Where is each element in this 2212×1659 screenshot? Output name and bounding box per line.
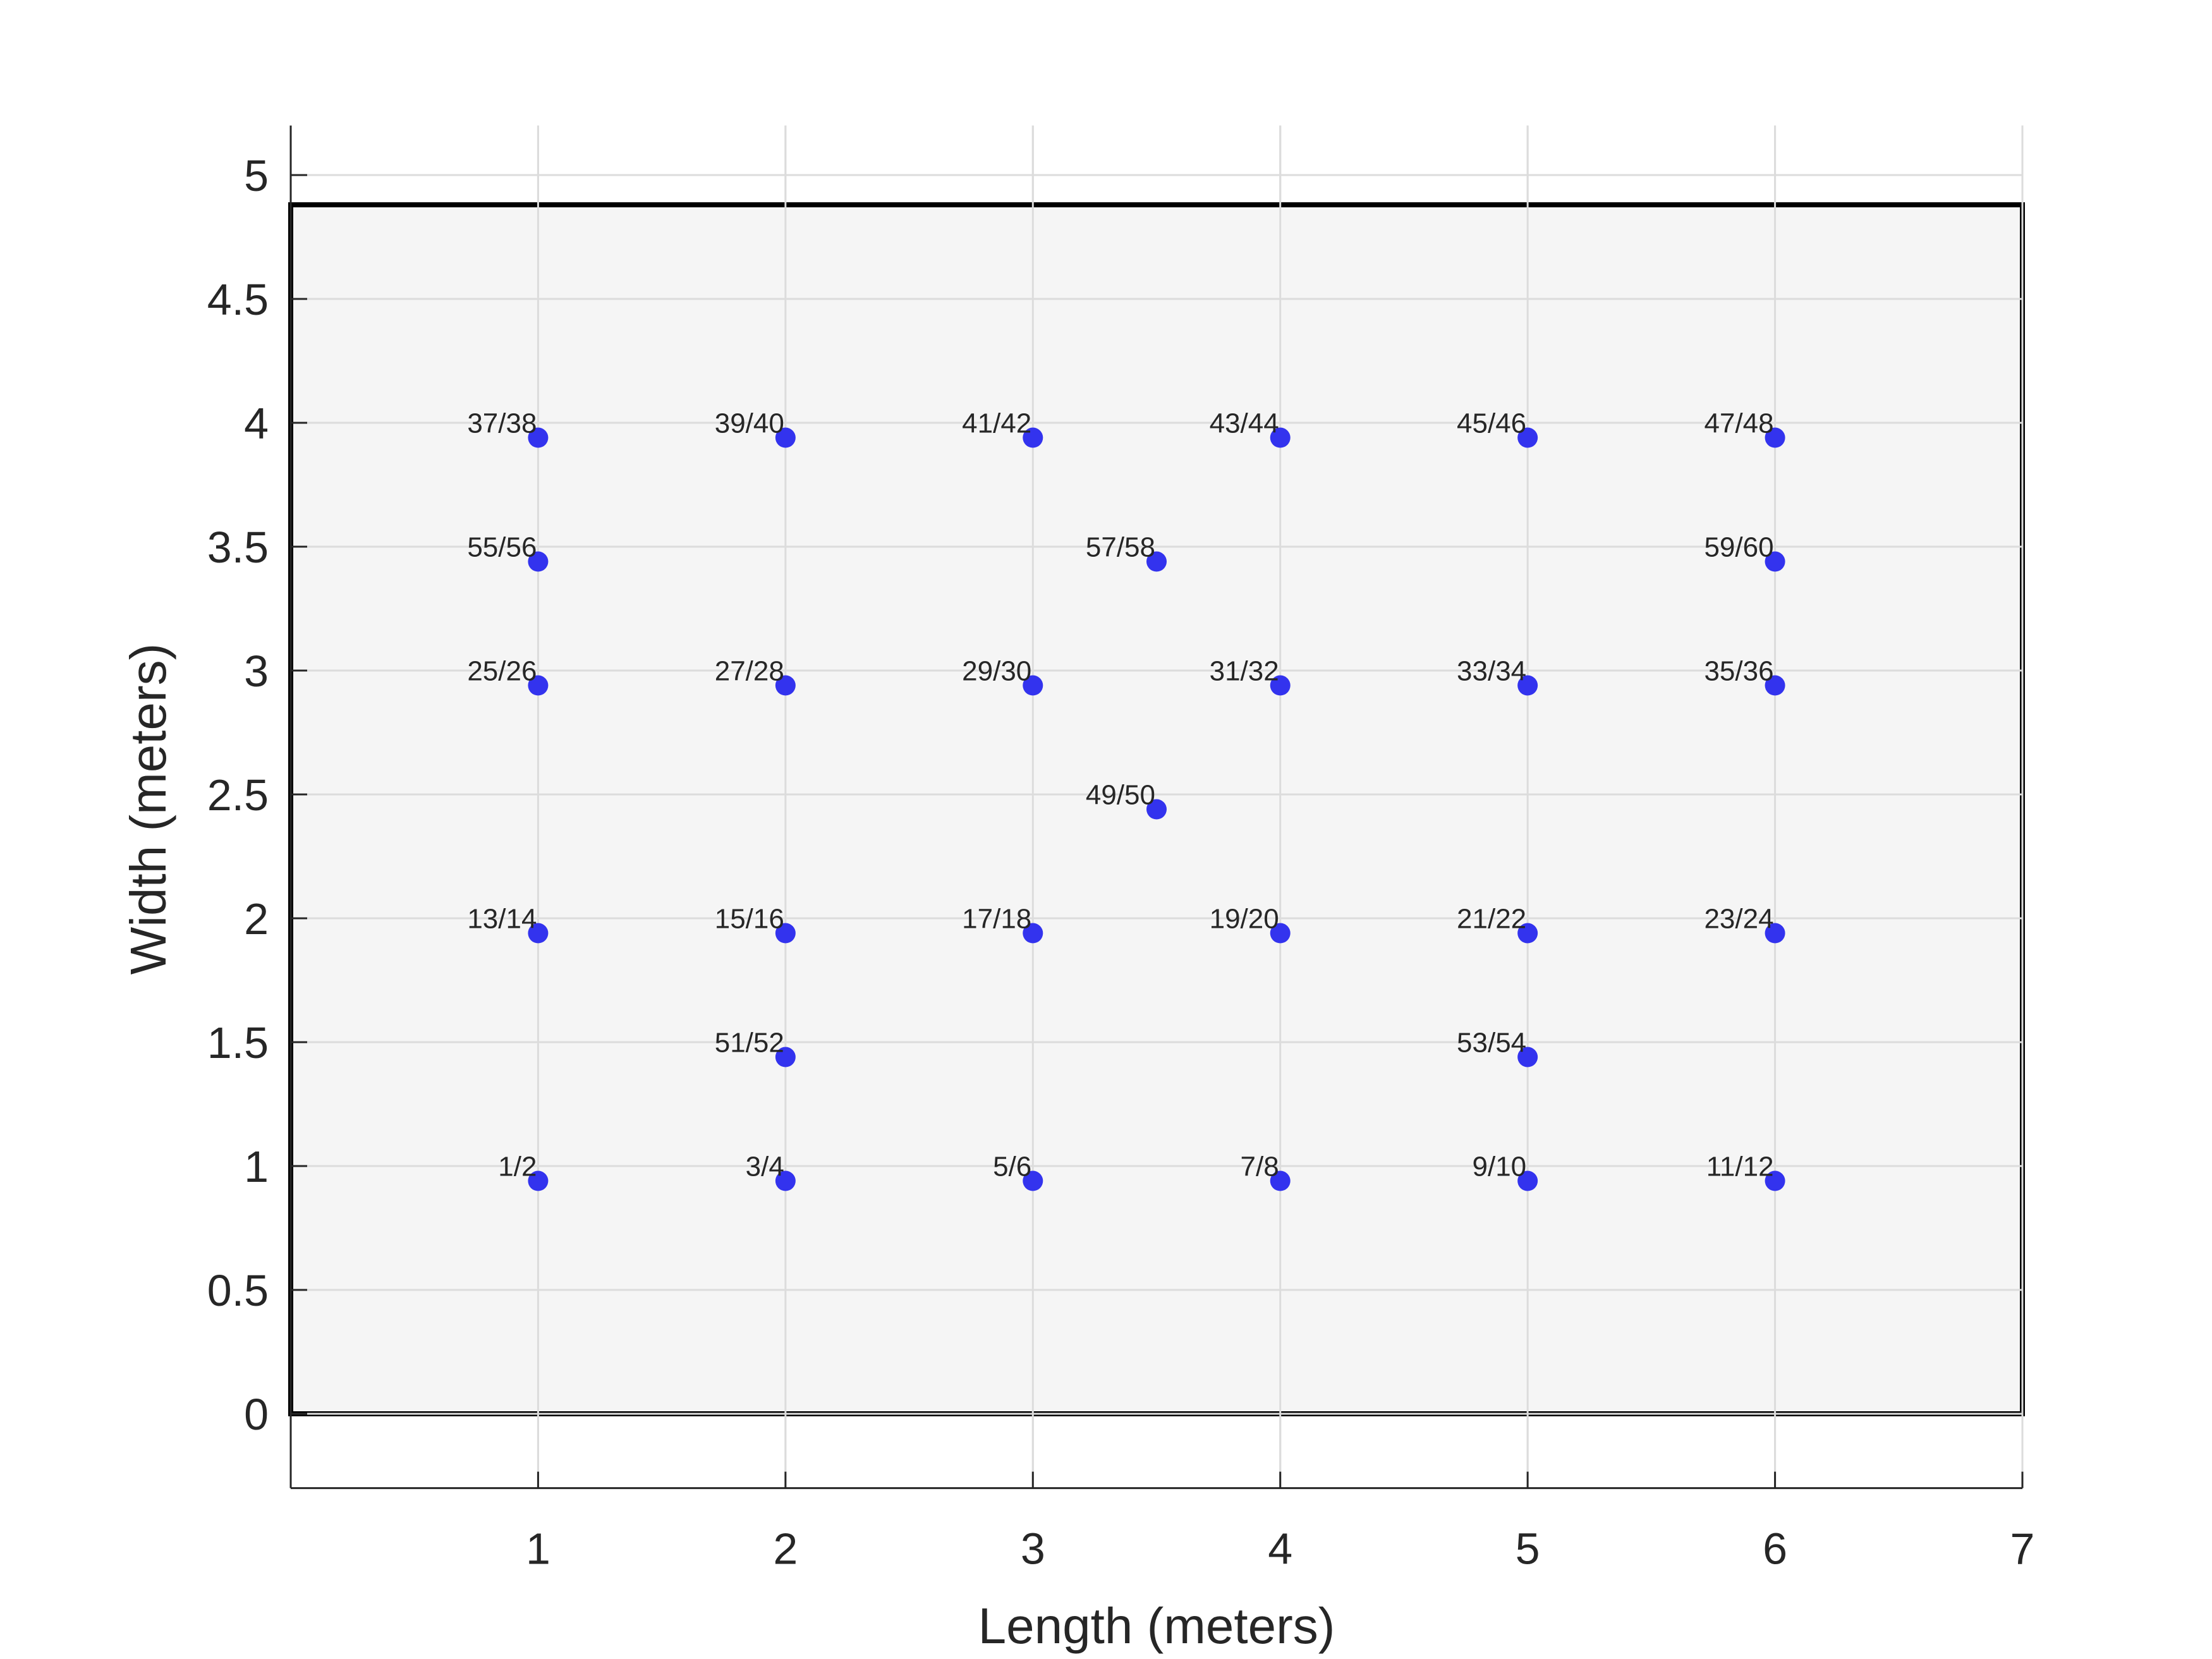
data-point — [1270, 675, 1291, 696]
y-tick-label: 1.5 — [207, 1018, 269, 1067]
point-label: 57/58 — [1086, 532, 1155, 563]
data-point — [1765, 923, 1785, 944]
data-point — [1765, 1170, 1785, 1191]
point-label: 47/48 — [1704, 408, 1773, 439]
y-tick-label: 5 — [244, 151, 269, 200]
data-point — [1765, 675, 1785, 696]
point-label: 25/26 — [467, 656, 537, 687]
point-label: 45/46 — [1457, 408, 1526, 439]
data-point — [528, 427, 549, 448]
tick-labels: 1 2 3 4 5 6 7 0 0.5 1 1.5 2 2.5 3 3.5 4 4.5 5 — [207, 151, 2035, 1574]
data-point — [528, 923, 549, 944]
data-point — [1765, 427, 1785, 448]
x-tick-label: 5 — [1516, 1524, 1540, 1574]
data-point — [1270, 1170, 1291, 1191]
data-point — [1023, 1170, 1043, 1191]
point-label: 33/34 — [1457, 656, 1526, 687]
point-label: 55/56 — [467, 532, 537, 563]
y-tick-label: 2 — [244, 894, 269, 944]
point-label: 17/18 — [962, 904, 1031, 935]
grid-overlay — [291, 125, 2024, 1488]
y-axis-label: Width (meters) — [120, 643, 176, 975]
data-point — [528, 551, 549, 572]
x-tick-label: 4 — [1268, 1524, 1292, 1574]
data-point — [1023, 923, 1043, 944]
point-label: 1/2 — [498, 1152, 537, 1182]
data-point — [528, 1170, 549, 1191]
point-label: 23/24 — [1704, 904, 1773, 935]
data-point — [1517, 427, 1538, 448]
point-label: 31/32 — [1210, 656, 1279, 687]
point-labels: 1/2 3/4 5/6 7/8 9/10 11/12 13/14 15/16 17/18 19/2… — [467, 408, 1773, 1182]
data-point — [1517, 1047, 1538, 1067]
data-point — [1023, 427, 1043, 448]
y-tick-label: 4 — [244, 399, 269, 448]
point-label: 53/54 — [1457, 1028, 1526, 1059]
point-label: 19/20 — [1210, 904, 1279, 935]
data-point — [1517, 1170, 1538, 1191]
data-point — [1517, 923, 1538, 944]
data-point — [528, 675, 549, 696]
data-point — [775, 427, 796, 448]
data-point — [1146, 799, 1167, 820]
data-point — [775, 675, 796, 696]
data-point — [1023, 675, 1043, 696]
data-point — [1517, 675, 1538, 696]
y-tick-label: 2.5 — [207, 770, 269, 820]
x-tick-label: 3 — [1021, 1524, 1045, 1574]
x-tick-label: 2 — [773, 1524, 798, 1574]
point-label: 37/38 — [467, 408, 537, 439]
point-label: 51/52 — [715, 1028, 784, 1059]
point-label: 11/12 — [1706, 1152, 1774, 1182]
x-tick-label: 7 — [2010, 1524, 2035, 1574]
x-tick-label: 1 — [526, 1524, 550, 1574]
x-axis-label: Length (meters) — [978, 1598, 1335, 1654]
y-tick-label: 0.5 — [207, 1266, 269, 1315]
point-label: 43/44 — [1210, 408, 1279, 439]
data-point — [1270, 923, 1291, 944]
axes — [289, 125, 2024, 1490]
y-tick-label: 0 — [244, 1390, 269, 1439]
data-point — [775, 1047, 796, 1067]
point-label: 15/16 — [715, 904, 784, 935]
data-point — [775, 923, 796, 944]
y-tick-label: 3.5 — [207, 523, 269, 572]
data-point — [1270, 427, 1291, 448]
point-label: 27/28 — [715, 656, 784, 687]
point-label: 49/50 — [1086, 780, 1155, 811]
y-tick-label: 3 — [244, 647, 269, 696]
point-label: 29/30 — [962, 656, 1031, 687]
point-label: 13/14 — [467, 904, 537, 935]
y-tick-label: 1 — [244, 1142, 269, 1191]
point-label: 3/4 — [746, 1152, 784, 1182]
point-label: 21/22 — [1457, 904, 1526, 935]
point-label: 35/36 — [1704, 656, 1773, 687]
point-label: 7/8 — [1241, 1152, 1279, 1182]
point-label: 39/40 — [715, 408, 784, 439]
y-tick-label: 4.5 — [207, 275, 269, 324]
point-label: 5/6 — [993, 1152, 1031, 1182]
x-tick-label: 6 — [1763, 1524, 1787, 1574]
data-point — [1146, 551, 1167, 572]
data-point — [1765, 551, 1785, 572]
data-points — [528, 427, 1785, 1191]
point-label: 9/10 — [1473, 1152, 1527, 1182]
point-label: 59/60 — [1704, 532, 1773, 563]
point-label: 41/42 — [962, 408, 1031, 439]
data-point — [775, 1170, 796, 1191]
